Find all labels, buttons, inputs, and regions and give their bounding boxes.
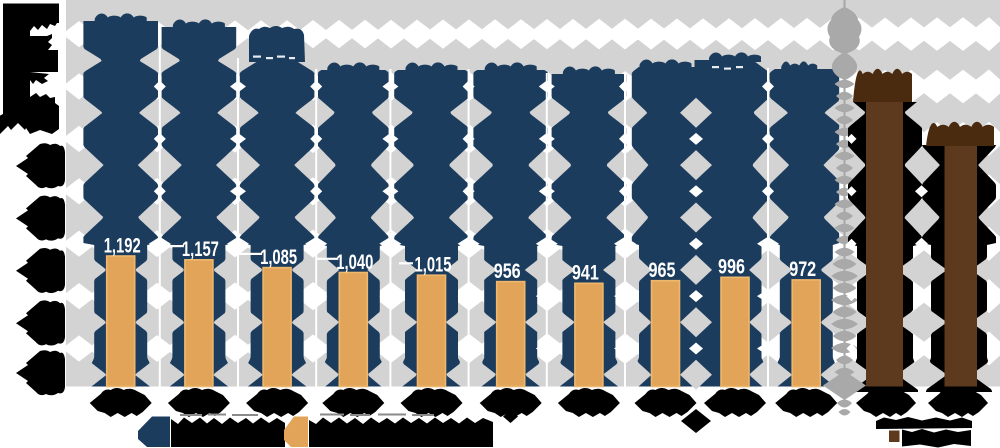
svg-text:1,015: 1,015 [415, 254, 452, 277]
svg-text:965: 965 [649, 259, 676, 282]
svg-text:956: 956 [494, 260, 521, 283]
svg-text:972: 972 [789, 258, 816, 281]
svg-text:1,040: 1,040 [336, 251, 373, 274]
svg-text:941: 941 [572, 262, 599, 285]
svg-text:1,085: 1,085 [260, 246, 297, 269]
svg-text:996: 996 [718, 256, 745, 279]
svg-text:1,192: 1,192 [104, 234, 141, 257]
svg-text:1,157: 1,157 [182, 238, 219, 261]
